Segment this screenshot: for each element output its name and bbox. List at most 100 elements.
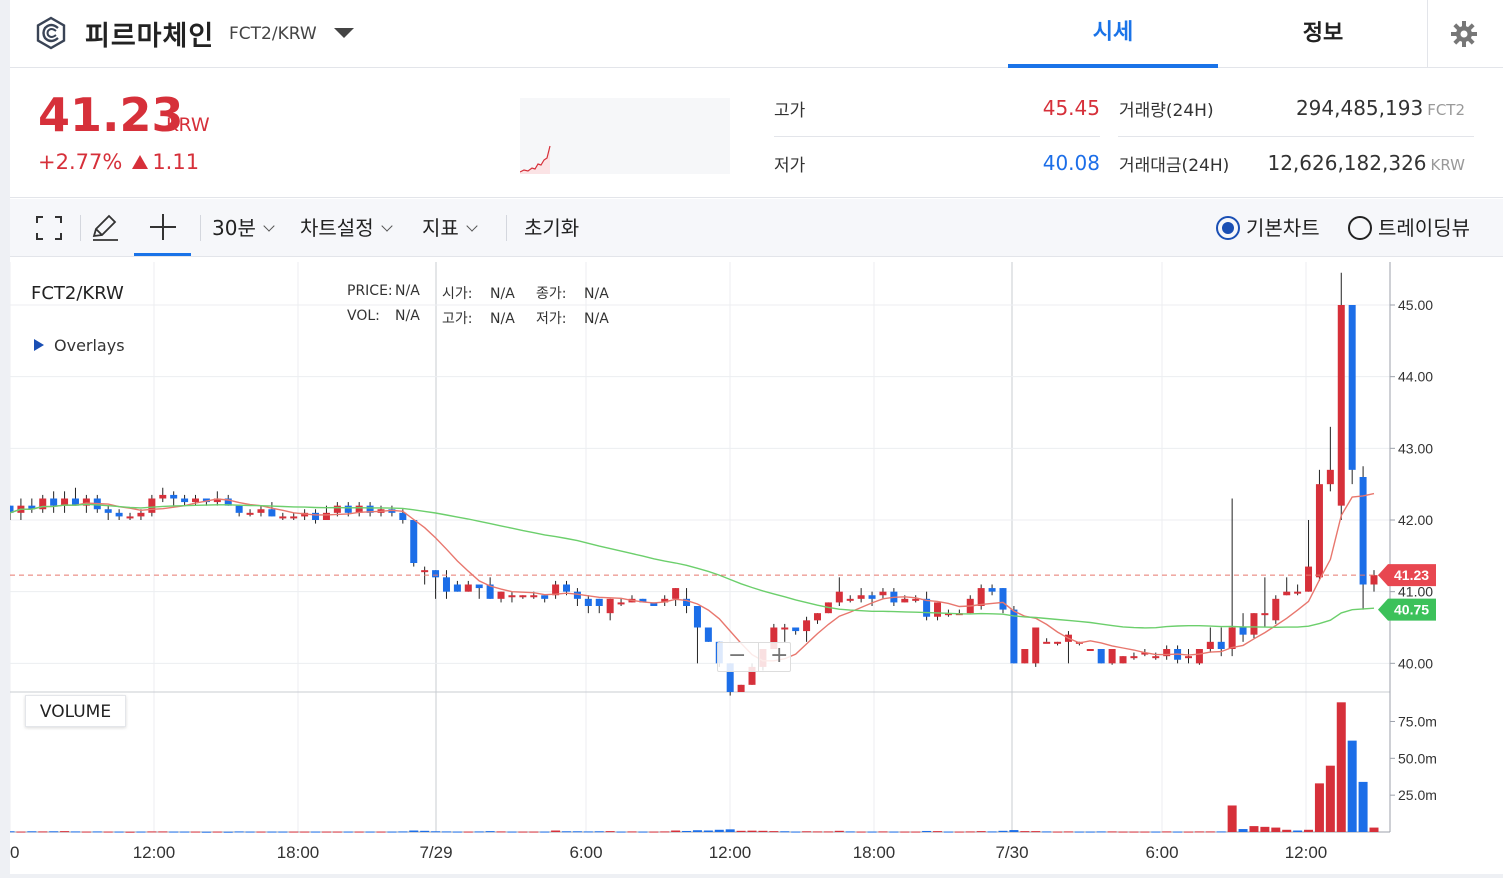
coin-pair: FCT2/KRW	[229, 24, 317, 44]
pencil-icon[interactable]	[90, 214, 120, 242]
ma-price-tag-bg	[1378, 598, 1436, 621]
price-axis-label: 44.00	[1398, 369, 1433, 385]
tradingview-label[interactable]: 트레이딩뷰	[1378, 216, 1470, 240]
candle	[1021, 649, 1029, 664]
volume-bar	[1107, 831, 1117, 833]
candle-body	[879, 591, 887, 596]
volume-bar	[802, 831, 812, 833]
candle	[159, 487, 167, 503]
indicators-dropdown[interactable]: 지표	[422, 199, 478, 257]
candle	[453, 580, 461, 592]
reset-button[interactable]: 초기화	[524, 216, 580, 240]
volume-bar	[27, 831, 37, 833]
candle	[617, 598, 625, 606]
volume-bar	[780, 831, 790, 833]
volume-bar	[747, 830, 757, 832]
candle	[813, 613, 821, 624]
candle	[235, 505, 243, 517]
basic-chart-label[interactable]: 기본차트	[1246, 216, 1320, 240]
candle-body	[1228, 627, 1236, 649]
pair-dropdown-icon[interactable]	[334, 28, 354, 38]
basic-chart-radio[interactable]	[1216, 216, 1240, 240]
candle-body	[71, 498, 79, 506]
sparkline-chart	[520, 98, 730, 174]
volume-bar	[1009, 830, 1019, 832]
volume-bar	[38, 831, 48, 833]
candle-body	[748, 666, 756, 685]
candle	[257, 505, 265, 517]
ohlc-vol: VOL: N/A	[347, 308, 420, 324]
fullscreen-icon[interactable]	[36, 216, 62, 240]
volume-bar	[114, 831, 124, 833]
candle	[1010, 606, 1018, 664]
zoom-in-button[interactable]: +	[770, 643, 789, 668]
price-chart[interactable]: 45.00 44.00 43.00 42.00 41.00 40.00 75.0m 50.0m…	[1, 262, 1503, 874]
volume-bar	[452, 831, 462, 833]
candle	[999, 588, 1007, 614]
volume-bar	[867, 831, 877, 833]
candle-body	[453, 584, 461, 592]
crosshair-icon[interactable]	[150, 214, 176, 240]
volume-bar	[201, 831, 211, 833]
zoom-out-button[interactable]: −	[728, 643, 747, 668]
volume-bar	[245, 831, 255, 833]
volume-bar	[725, 829, 735, 832]
candle-body	[508, 595, 516, 598]
candle-body	[1315, 484, 1323, 578]
volume-bar	[234, 831, 244, 833]
divider	[774, 136, 1100, 137]
volume-bar	[409, 830, 419, 832]
volume-bar	[365, 831, 375, 833]
chart-settings-dropdown[interactable]: 차트설정	[300, 199, 393, 257]
volume-bar	[278, 831, 288, 833]
candle	[606, 598, 614, 621]
candle-body	[181, 498, 189, 503]
candle	[781, 623, 789, 642]
tab-info[interactable]: 정보	[1302, 21, 1344, 46]
settings-button[interactable]	[1427, 0, 1503, 68]
overlays-toggle[interactable]: Overlays	[34, 336, 125, 355]
candle-body	[224, 498, 232, 506]
tradingview-radio[interactable]	[1348, 216, 1372, 240]
candle-body	[1043, 641, 1051, 644]
chevron-down-icon	[263, 220, 275, 232]
candle-body	[934, 602, 942, 617]
candle-body	[1108, 649, 1116, 664]
divider	[1118, 136, 1474, 137]
high-label: 고가	[774, 101, 806, 121]
ohlc-close: 종가: N/A	[536, 283, 609, 303]
candle	[181, 494, 189, 506]
candle	[410, 520, 418, 567]
candle	[846, 595, 854, 603]
ohlc-low-value: N/A	[584, 311, 609, 327]
volume-bar	[562, 831, 572, 833]
toolbar-divider	[200, 215, 201, 241]
candle-body	[432, 570, 440, 578]
volume-bar	[343, 831, 353, 833]
ohlc-price-label: PRICE:	[347, 283, 393, 299]
candle	[115, 509, 123, 520]
volume-bar	[1162, 831, 1172, 833]
tab-market[interactable]: 시세	[1008, 0, 1218, 68]
candle	[519, 595, 527, 599]
volume-bar	[1118, 831, 1128, 833]
volume-bar	[1140, 831, 1150, 833]
low-value: 40.08	[1042, 151, 1100, 175]
time-axis-label: 18:00	[277, 843, 320, 862]
volume-bar	[933, 831, 943, 833]
chevron-down-icon	[380, 220, 393, 232]
candle	[475, 584, 483, 599]
candle-body	[1163, 649, 1171, 657]
chart-canvas[interactable]: 45.00 44.00 43.00 42.00 41.00 40.00 75.0m 50.0m…	[1, 262, 1503, 874]
price-axis-label: 43.00	[1398, 440, 1433, 456]
volume-24h-label: 거래량(24H)	[1119, 101, 1214, 121]
candle	[1097, 649, 1105, 664]
volume-24h-unit: FCT2	[1427, 101, 1465, 119]
price-axis-label: 45.00	[1398, 297, 1433, 313]
candle-body	[617, 602, 625, 605]
candle	[912, 595, 920, 603]
candle-body	[606, 598, 614, 614]
interval-dropdown[interactable]: 30분	[212, 199, 275, 257]
volume-bar	[125, 831, 135, 833]
candle-body	[148, 498, 156, 513]
